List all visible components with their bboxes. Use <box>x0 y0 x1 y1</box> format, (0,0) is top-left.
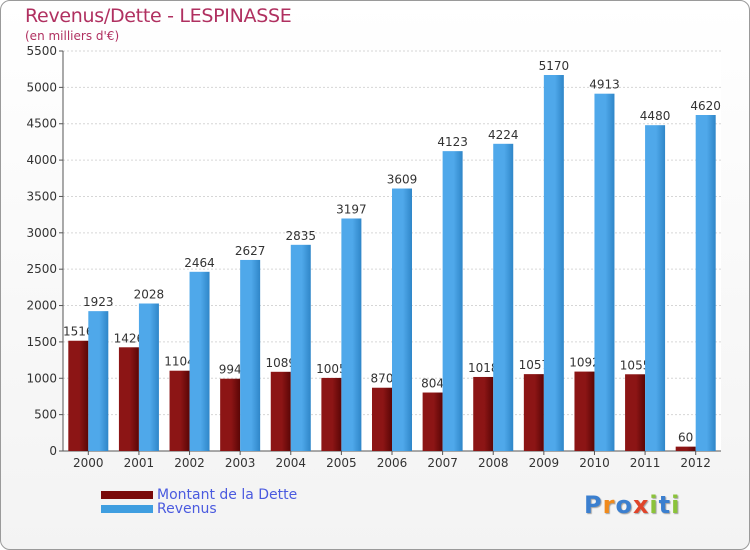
data-label-debt: 60 <box>678 431 693 445</box>
data-label-debt: 870 <box>371 372 394 386</box>
y-tick-label: 0 <box>49 444 57 458</box>
brand-letter: o <box>615 491 633 519</box>
y-tick-label: 1000 <box>26 371 57 385</box>
legend-label-revenue: Revenus <box>157 501 217 517</box>
brand-letter: t <box>658 491 672 519</box>
x-tick-label: 2005 <box>326 456 357 470</box>
legend-label-debt: Montant de la Dette <box>157 487 298 503</box>
x-tick-label: 2009 <box>529 456 560 470</box>
bar-debt <box>625 374 646 451</box>
bar-revenue <box>442 151 463 452</box>
x-tick-label: 2002 <box>174 456 205 470</box>
bar-revenue <box>341 218 362 451</box>
y-tick-label: 4500 <box>26 117 57 131</box>
x-tick-label: 2006 <box>377 456 408 470</box>
bar-revenue <box>594 93 615 451</box>
data-label-revenue: 3609 <box>387 173 418 187</box>
bar-debt <box>118 347 139 451</box>
bar-revenue <box>290 244 311 451</box>
brand-letter: r <box>602 491 616 519</box>
x-tick-label: 2001 <box>124 456 155 470</box>
data-label-revenue: 2835 <box>285 229 316 243</box>
x-tick-label: 2000 <box>73 456 104 470</box>
bar-revenue <box>189 271 210 451</box>
bar-debt <box>675 446 696 451</box>
brand-logo: Proxiti <box>584 491 680 519</box>
data-label-revenue: 4620 <box>690 99 721 113</box>
x-tick-label: 2008 <box>478 456 509 470</box>
y-tick-label: 4000 <box>26 153 57 167</box>
data-label-debt: 1104 <box>164 355 195 369</box>
bar-revenue <box>645 125 666 451</box>
brand-letter: P <box>584 491 603 519</box>
bar-revenue <box>493 143 514 452</box>
data-label-revenue: 2627 <box>235 244 266 258</box>
y-tick-label: 500 <box>34 408 57 422</box>
chart-subtitle: (en milliers d'€) <box>25 29 120 43</box>
bar-debt <box>68 340 89 451</box>
y-tick-label: 5500 <box>26 44 57 58</box>
data-label-debt: 1018 <box>468 361 499 375</box>
y-tick-label: 3000 <box>26 226 57 240</box>
y-tick-label: 3500 <box>26 189 57 203</box>
data-label-debt: 804 <box>421 377 444 391</box>
data-label-debt: 1516 <box>63 325 94 339</box>
legend-item-debt: Montant de la Dette <box>101 487 298 503</box>
x-tick-label: 2004 <box>275 456 306 470</box>
legend-swatch-revenue <box>101 505 153 513</box>
bar-debt <box>473 376 494 451</box>
bar-debt <box>523 374 544 451</box>
bar-revenue <box>392 188 412 451</box>
bar-revenue <box>88 311 109 451</box>
data-label-revenue: 5170 <box>539 59 570 73</box>
bar-revenue <box>695 115 716 451</box>
x-tick-label: 2012 <box>680 456 711 470</box>
legend-item-revenue: Revenus <box>101 501 217 517</box>
bar-debt <box>422 392 443 451</box>
data-label-revenue: 4913 <box>589 78 620 92</box>
data-label-revenue: 3197 <box>336 202 367 216</box>
bar-debt <box>372 387 392 451</box>
bar-revenue <box>138 303 159 451</box>
data-label-revenue: 4480 <box>640 109 671 123</box>
data-label-debt: 1055 <box>620 358 651 372</box>
y-tick-label: 2000 <box>26 299 57 313</box>
x-tick-label: 2011 <box>630 456 661 470</box>
y-tick-label: 2500 <box>26 262 57 276</box>
data-label-debt: 994 <box>219 363 242 377</box>
bar-debt <box>270 371 291 451</box>
bar-revenue <box>240 259 261 451</box>
bar-debt <box>169 370 190 451</box>
data-label-revenue: 4224 <box>488 128 519 142</box>
x-tick-label: 2007 <box>427 456 458 470</box>
chart-title: Revenus/Dette - LESPINASSE <box>25 5 292 27</box>
brand-letter: i <box>649 491 659 519</box>
data-label-revenue: 1923 <box>83 295 114 309</box>
bar-revenue <box>543 75 564 451</box>
bar-debt <box>220 378 241 451</box>
x-tick-label: 2003 <box>225 456 256 470</box>
data-label-debt: 1057 <box>519 358 550 372</box>
data-label-debt: 1092 <box>569 356 600 370</box>
y-tick-label: 1500 <box>26 335 57 349</box>
data-label-revenue: 2028 <box>134 288 165 302</box>
bar-debt <box>574 371 595 451</box>
data-label-revenue: 2464 <box>184 256 215 270</box>
brand-letter: x <box>632 491 650 519</box>
data-label-debt: 1089 <box>265 356 296 370</box>
x-tick-label: 2010 <box>579 456 610 470</box>
bar-debt <box>321 377 342 451</box>
data-label-debt: 1005 <box>316 362 347 376</box>
brand-letter: i <box>671 491 681 519</box>
data-label-revenue: 4123 <box>437 135 468 149</box>
y-tick-label: 5000 <box>26 80 57 94</box>
legend-swatch-debt <box>101 491 153 499</box>
data-label-debt: 1426 <box>114 331 145 345</box>
